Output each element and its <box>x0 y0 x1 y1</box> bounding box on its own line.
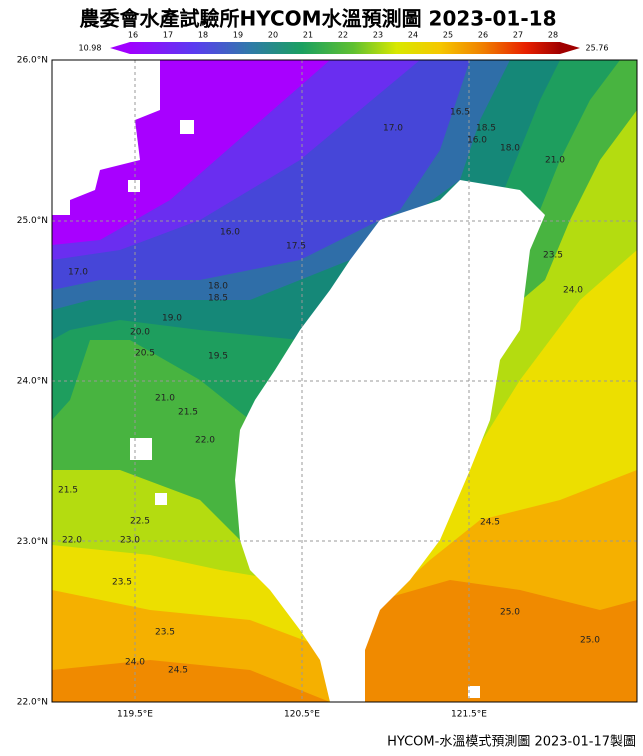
colorbar-tick-label: 18 <box>198 31 208 40</box>
contour-label: 17.0 <box>383 124 403 134</box>
contour-label: 17.5 <box>286 242 306 252</box>
contour-label: 16.0 <box>220 228 240 238</box>
contour-label: 19.0 <box>162 314 182 324</box>
lat-label: 22.0°N <box>17 698 48 708</box>
contour-label: 20.0 <box>130 328 150 338</box>
contour-label: 16.5 <box>450 108 470 118</box>
contour-label: 18.0 <box>208 282 228 292</box>
colorbar-tick-label: 24 <box>408 31 418 40</box>
colorbar-tick-label: 21 <box>303 31 313 40</box>
colorbar <box>130 42 560 54</box>
colorbar-tick-label: 19 <box>233 31 243 40</box>
contour-label: 21.0 <box>155 394 175 404</box>
contour-label: 22.5 <box>130 517 150 527</box>
colorbar-tick-label: 26 <box>478 31 488 40</box>
contour-label: 23.5 <box>543 251 563 261</box>
colorbar-high-arrow <box>560 42 580 54</box>
colorbar-low-arrow <box>110 42 130 54</box>
contour-label: 19.5 <box>208 352 228 362</box>
map-frame <box>51 59 638 703</box>
lon-label: 120.5°E <box>284 710 320 720</box>
contour-label: 22.0 <box>195 436 215 446</box>
colorbar-tick-label: 23 <box>373 31 383 40</box>
title: 農委會水產試驗所HYCOM水溫預測圖 2023-01-18 <box>80 7 557 31</box>
colorbar-tick-label: 28 <box>548 31 558 40</box>
colorbar-tick-label: 20 <box>268 31 278 40</box>
contour-label: 18.5 <box>476 124 496 134</box>
colorbar-tick-label: 22 <box>338 31 348 40</box>
lat-label: 23.0°N <box>17 537 48 547</box>
contour-label: 18.5 <box>208 294 228 304</box>
contour-label: 24.5 <box>480 518 500 528</box>
lon-label: 119.5°E <box>117 710 153 720</box>
contour-label: 20.5 <box>135 349 155 359</box>
colorbar-tick-label: 17 <box>163 31 173 40</box>
contour-label: 23.5 <box>112 578 132 588</box>
contour-label: 21.5 <box>178 408 198 418</box>
contour-label: 25.0 <box>580 636 600 646</box>
contour-label: 24.0 <box>125 658 145 668</box>
lat-label: 25.0°N <box>17 216 48 226</box>
contour-label: 21.0 <box>545 156 565 166</box>
graticule <box>52 60 637 702</box>
contour-label: 24.5 <box>168 666 188 676</box>
colorbar-tick-label: 25 <box>443 31 453 40</box>
contour-label: 18.0 <box>500 144 520 154</box>
colorbar-tick-label: 16 <box>128 31 138 40</box>
lat-label: 26.0°N <box>17 56 48 66</box>
contour-label: 23.0 <box>120 536 140 546</box>
contour-label: 25.0 <box>500 608 520 618</box>
colorbar-max: 25.76 <box>586 44 609 53</box>
contour-label: 21.5 <box>58 486 78 496</box>
footer: HYCOM-水溫模式預測圖 2023-01-17製圖 <box>387 735 636 750</box>
contour-label: 16.0 <box>467 136 487 146</box>
contour-label: 17.0 <box>68 268 88 278</box>
contour-label: 23.5 <box>155 628 175 638</box>
lat-label: 24.0°N <box>17 377 48 387</box>
contour-label: 24.0 <box>563 286 583 296</box>
colorbar-min: 10.98 <box>79 44 102 53</box>
contour-label: 22.0 <box>62 536 82 546</box>
colorbar-tick-label: 27 <box>513 31 523 40</box>
lon-label: 121.5°E <box>451 710 487 720</box>
